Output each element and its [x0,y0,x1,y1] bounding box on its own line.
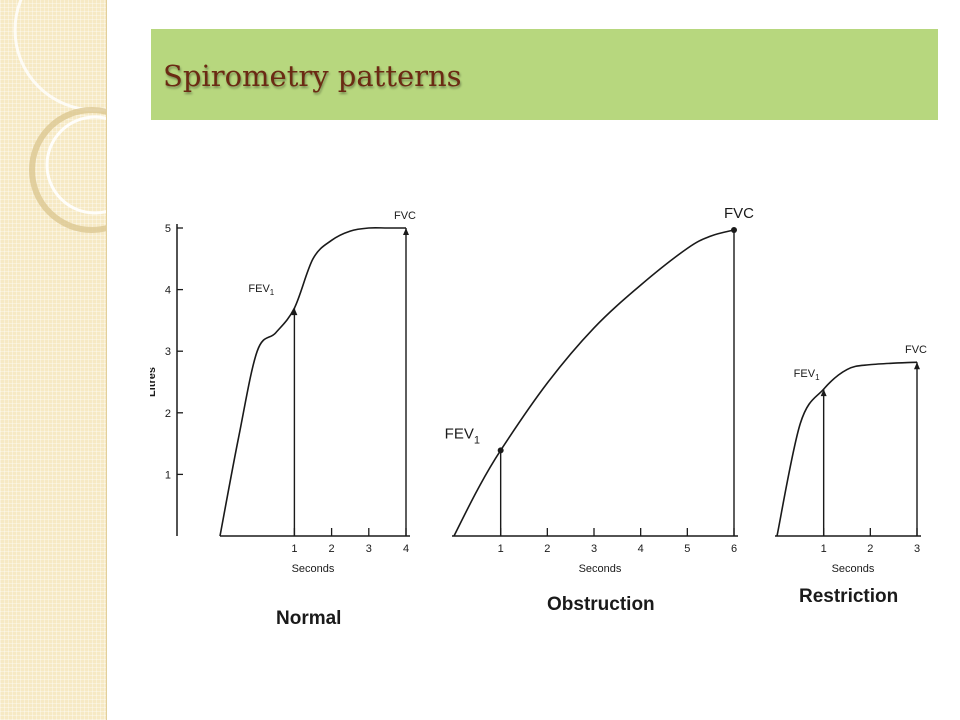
fev1-marker-restriction [820,389,827,397]
x-tick-label-restriction: 3 [914,543,920,555]
fvc-marker-normal [403,228,409,235]
x-axis-label-normal: Seconds [292,563,335,575]
spirometry-charts-svg: 1 2 3 4 Seconds 1 2 3 4 5 Litres FEV1 FVC 1 2 3 4 5 6 Secon… [150,205,927,575]
y-tick-label-normal: 5 [165,223,171,235]
fvc-label-obstruction: FVC [724,205,754,222]
slide-title: Spirometry patterns [163,59,462,93]
x-tick-label-restriction: 1 [821,543,827,555]
caption-obstruction: Obstruction [547,594,655,615]
fvc-marker-obstruction [731,227,737,233]
fev1-subscript-restriction: 1 [815,373,820,382]
chart-restriction: 1 2 3 Seconds FEV1 FVC [775,344,927,575]
y-axis-label-normal: Litres [150,367,158,397]
fev1-marker-normal [291,308,298,316]
fev1-label-normal: FEV1 [248,283,274,297]
spirometry-figure: 1 2 3 4 Seconds 1 2 3 4 5 Litres FEV1 FVC 1 2 3 4 5 6 Secon… [150,190,936,629]
fev1-subscript-obstruction: 1 [474,434,480,446]
title-bar: Spirometry patterns [151,29,938,120]
fvc-label-restriction: FVC [905,344,927,356]
fev1-label-obstruction: FEV1 [445,425,480,446]
x-tick-label-normal: 3 [366,543,372,555]
y-tick-label-normal: 4 [165,285,171,297]
fvc-marker-restriction [914,362,920,370]
fvc-label-normal: FVC [394,210,416,222]
x-tick-label-normal: 4 [403,543,409,555]
caption-restriction: Restriction [799,586,899,607]
x-tick-label-obstruction: 5 [684,543,690,555]
volume-curve-obstruction [453,229,735,537]
fev1-marker-obstruction [497,447,504,454]
y-tick-label-normal: 2 [165,408,171,420]
volume-curve-restriction [776,361,918,537]
chart-normal: 1 2 3 4 Seconds 1 2 3 4 5 Litres FEV1 FVC [150,210,416,575]
decorative-circles [13,0,177,233]
y-tick-label-normal: 1 [165,469,171,481]
x-tick-label-obstruction: 4 [638,543,644,555]
volume-curve-normal [219,226,406,537]
decorative-left-strip [0,0,177,720]
x-tick-label-obstruction: 6 [731,543,737,555]
x-tick-label-obstruction: 2 [544,543,550,555]
x-axis-label-obstruction: Seconds [579,563,622,575]
chart-obstruction: 1 2 3 4 5 6 Seconds FEV1 FVC [445,205,755,575]
fev1-subscript-normal: 1 [270,288,275,297]
y-tick-label-normal: 3 [165,346,171,358]
fev1-label-restriction: FEV1 [794,368,820,382]
x-tick-label-restriction: 2 [867,543,873,555]
x-tick-label-normal: 1 [291,543,297,555]
x-tick-label-obstruction: 3 [591,543,597,555]
x-tick-label-obstruction: 1 [498,543,504,555]
caption-normal: Normal [276,608,342,629]
x-axis-label-restriction: Seconds [832,563,875,575]
x-tick-label-normal: 2 [329,543,335,555]
